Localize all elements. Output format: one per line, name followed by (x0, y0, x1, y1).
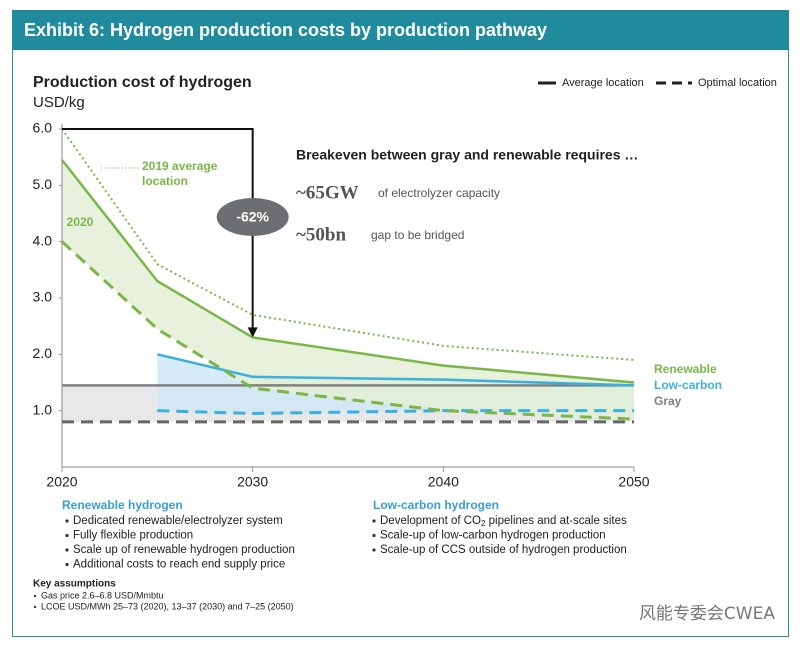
reduction-label: -62% (236, 209, 269, 225)
bullet (372, 533, 376, 538)
notes-item: Fully flexible production (73, 530, 193, 542)
average-line (157, 353, 635, 387)
frame (12, 10, 789, 637)
bullet (33, 594, 37, 598)
x-tick-label: 2050 (618, 474, 649, 490)
year-label: 2020 (67, 215, 94, 229)
callout-headline: Breakeven between gray and renewable req… (296, 147, 638, 163)
bullet (65, 548, 69, 552)
bullet (65, 533, 69, 538)
notes-item: Dedicated renewable/electrolyzer system (73, 515, 283, 527)
y-tick-label: 4.0 (33, 232, 53, 248)
average-line (61, 159, 635, 384)
legend-label: Average location (562, 77, 644, 89)
reference-label: 2019 average (142, 159, 218, 173)
notes-item: Additional costs to reach end supply pri… (73, 559, 285, 571)
optimal-line (60, 240, 635, 421)
notes-item: LCOE USD/MWh 25–73 (2020), 13–37 (2030) … (41, 601, 294, 611)
header-title: Exhibit 6: Hydrogen production costs by … (24, 20, 547, 40)
notes-item: Development of CO2 pipelines and at-scal… (380, 515, 627, 528)
header-bar (12, 10, 789, 50)
notes-title: Renewable hydrogen (62, 498, 183, 512)
callout-figure: ~50bn (296, 224, 346, 245)
x-tick-label: 2040 (428, 474, 459, 490)
subscript: 2 (481, 519, 486, 528)
bullet (65, 562, 69, 567)
bullet (372, 548, 376, 552)
bullet (65, 519, 69, 523)
series-label: Gray (654, 394, 682, 408)
callout-text: gap to be bridged (371, 228, 464, 242)
watermark: 风能专委会CWEA (639, 604, 775, 624)
x-tick-label: 2020 (46, 474, 77, 490)
legend-label: Optimal location (698, 77, 777, 89)
notes-item: Scale-up of CCS outside of hydrogen prod… (380, 544, 627, 556)
y-tick-label: 6.0 (33, 120, 53, 136)
series-label: Renewable (654, 362, 717, 376)
arrow (62, 128, 254, 330)
notes-item: Scale-up of low-carbon hydrogen producti… (380, 530, 606, 542)
assumptions-title: Key assumptions (33, 579, 116, 590)
text-part: Development of CO (380, 515, 481, 527)
notes-item: Scale up of renewable hydrogen productio… (73, 544, 295, 556)
notes-item: Gas price 2.6–6.8 USD/Mmbtu (41, 590, 164, 600)
callout-figure: ~65GW (296, 182, 359, 203)
text-part: pipelines and at-scale sites (485, 515, 627, 527)
bullet (372, 519, 376, 523)
y-tick-label: 1.0 (33, 401, 53, 417)
chart-title: Production cost of hydrogen (33, 74, 252, 91)
badge (216, 198, 289, 236)
y-tick-label: 2.0 (33, 345, 53, 361)
series-label: Low-carbon (654, 378, 722, 392)
optimal-line (157, 409, 634, 415)
plot: 1.0 2.0 3.0 4.0 5.0 6.0 2020 2030 2040 2050 2019 a… (33, 120, 722, 490)
x-tick-label: 2030 (237, 474, 268, 490)
bullet (33, 605, 37, 609)
reference-label: location (142, 174, 188, 188)
reference-line (61, 128, 635, 361)
y-label: USD/kg (33, 94, 85, 111)
y-tick-label: 3.0 (33, 289, 53, 305)
y-tick-label: 5.0 (33, 176, 53, 192)
callout-text: of electrolyzer capacity (378, 186, 500, 200)
range-area (62, 159, 634, 420)
arrow-head (247, 327, 258, 338)
notes-title: Low-carbon hydrogen (373, 498, 499, 512)
